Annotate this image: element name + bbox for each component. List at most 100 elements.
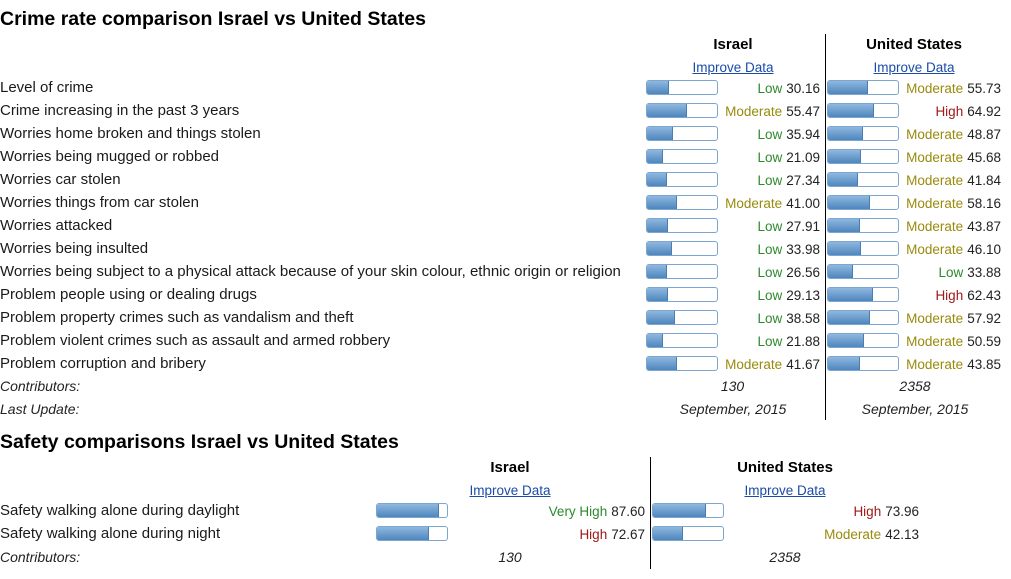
score-bar-fill xyxy=(377,527,429,540)
crime-israel-score-value: Moderate 41.00 xyxy=(725,196,820,211)
crime-us-score-bar xyxy=(827,241,899,256)
level-text: High xyxy=(579,527,608,542)
level-text: High xyxy=(853,504,882,519)
crime-israel-last-update: September, 2015 xyxy=(679,401,787,417)
crime-last-update-label: Last Update: xyxy=(0,401,80,417)
score-number: 72.67 xyxy=(611,527,645,542)
safety-row-label: Safety walking alone during daylight xyxy=(0,502,240,519)
safety-us-improve-data-link[interactable]: Improve Data xyxy=(744,483,826,498)
score-number: 29.13 xyxy=(786,288,820,303)
crime-us-score-value: Moderate 41.84 xyxy=(906,173,1001,188)
crime-table-row: Worries attacked Low 27.91 Moderate 43.87 xyxy=(0,215,1011,237)
safety-israel-improve-data-link[interactable]: Improve Data xyxy=(469,483,551,498)
score-number: 41.00 xyxy=(786,196,820,211)
score-bar-fill xyxy=(647,242,672,255)
crime-us-score-bar xyxy=(827,80,899,95)
crime-israel-score-value: Low 33.98 xyxy=(757,242,820,257)
crime-table-row: Worries things from car stolen Moderate 41… xyxy=(0,192,1011,214)
safety-section-title: Safety comparisons Israel vs United Stat… xyxy=(0,431,399,453)
crime-us-score-value: Low 33.88 xyxy=(938,265,1001,280)
crime-israel-improve-data-link[interactable]: Improve Data xyxy=(692,60,774,75)
crime-row-label: Worries car stolen xyxy=(0,171,121,188)
score-number: 30.16 xyxy=(786,81,820,96)
crime-israel-score-bar xyxy=(646,264,718,279)
score-number: 48.87 xyxy=(967,127,1001,142)
score-number: 55.47 xyxy=(786,104,820,119)
crime-table-row: Worries being insulted Low 33.98 Moderate 46… xyxy=(0,238,1011,260)
score-bar-fill xyxy=(647,81,670,94)
crime-israel-score-bar xyxy=(646,80,718,95)
level-text: Low xyxy=(757,288,783,303)
score-bar-fill xyxy=(647,150,663,163)
crime-us-score-bar xyxy=(827,264,899,279)
score-bar-fill xyxy=(828,150,861,163)
crime-israel-score-bar xyxy=(646,126,718,141)
crime-us-score-bar xyxy=(827,333,899,348)
crime-us-last-update: September, 2015 xyxy=(861,401,969,417)
crime-table-row: Worries being mugged or robbed Low 21.09 Mo… xyxy=(0,146,1011,168)
safety-contributors-label: Contributors: xyxy=(0,549,81,565)
safety-row-label: Safety walking alone during night xyxy=(0,525,221,542)
safety-table-row: Safety walking alone during daylight Very… xyxy=(0,500,1011,522)
crime-table-row: Crime increasing in the past 3 years Mode… xyxy=(0,100,1011,122)
level-text: Moderate xyxy=(906,196,964,211)
score-bar-fill xyxy=(653,504,706,517)
score-bar-fill xyxy=(828,265,853,278)
crime-us-score-value: Moderate 48.87 xyxy=(906,127,1001,142)
crime-table-row: Level of crime Low 30.16 Moderate 55.73 xyxy=(0,77,1011,99)
crime-us-improve-data-link[interactable]: Improve Data xyxy=(873,60,955,75)
score-bar-fill xyxy=(377,504,440,517)
crime-israel-score-bar xyxy=(646,356,718,371)
score-number: 27.91 xyxy=(786,219,820,234)
score-bar-fill xyxy=(828,104,875,117)
level-text: Moderate xyxy=(824,527,882,542)
crime-us-score-bar xyxy=(827,195,899,210)
crime-israel-score-value: Low 30.16 xyxy=(757,81,820,96)
score-bar-fill xyxy=(828,334,865,347)
level-text: Low xyxy=(757,150,783,165)
safety-israel-score-value: High 72.67 xyxy=(579,527,645,542)
score-bar-fill xyxy=(647,127,674,140)
safety-us-score-bar xyxy=(652,526,724,541)
score-bar-fill xyxy=(828,288,873,301)
level-text: Moderate xyxy=(906,311,964,326)
level-text: Low xyxy=(757,265,783,280)
score-number: 55.73 xyxy=(967,81,1001,96)
crime-column-divider xyxy=(825,34,826,420)
score-number: 35.94 xyxy=(786,127,820,142)
crime-us-score-bar xyxy=(827,103,899,118)
level-text: Moderate xyxy=(906,150,964,165)
score-number: 57.92 xyxy=(967,311,1001,326)
crime-row-label: Worries being subject to a physical atta… xyxy=(0,263,621,280)
score-number: 64.92 xyxy=(967,104,1001,119)
score-number: 46.10 xyxy=(967,242,1001,257)
safety-table-row: Safety walking alone during night High 72.… xyxy=(0,523,1011,545)
crime-row-label: Problem corruption and bribery xyxy=(0,355,206,372)
safety-israel-score-value: Very High 87.60 xyxy=(549,504,645,519)
score-bar-fill xyxy=(828,127,864,140)
score-number: 27.34 xyxy=(786,173,820,188)
crime-israel-score-value: Low 21.88 xyxy=(757,334,820,349)
level-text: Moderate xyxy=(725,104,783,119)
crime-us-score-value: Moderate 43.85 xyxy=(906,357,1001,372)
score-bar-fill xyxy=(647,311,675,324)
crime-israel-score-bar xyxy=(646,103,718,118)
score-number: 87.60 xyxy=(611,504,645,519)
crime-table-row: Worries car stolen Low 27.34 Moderate 41.84 xyxy=(0,169,1011,191)
crime-table-row: Problem corruption and bribery Moderate 41… xyxy=(0,353,1011,375)
crime-israel-score-value: Low 27.91 xyxy=(757,219,820,234)
score-bar-fill xyxy=(653,527,684,540)
crime-us-score-bar xyxy=(827,310,899,325)
crime-table-row: Worries home broken and things stolen Low… xyxy=(0,123,1011,145)
crime-row-label: Problem violent crimes such as assault a… xyxy=(0,332,391,349)
crime-us-score-value: High 64.92 xyxy=(935,104,1001,119)
safety-israel-contributors: 130 xyxy=(498,549,522,565)
crime-us-score-value: Moderate 58.16 xyxy=(906,196,1001,211)
crime-israel-score-value: Low 21.09 xyxy=(757,150,820,165)
crime-row-label: Worries home broken and things stolen xyxy=(0,125,261,142)
crime-us-score-value: Moderate 45.68 xyxy=(906,150,1001,165)
score-number: 43.85 xyxy=(967,357,1001,372)
level-text: Moderate xyxy=(906,173,964,188)
crime-israel-score-value: Low 35.94 xyxy=(757,127,820,142)
score-bar-fill xyxy=(828,81,868,94)
